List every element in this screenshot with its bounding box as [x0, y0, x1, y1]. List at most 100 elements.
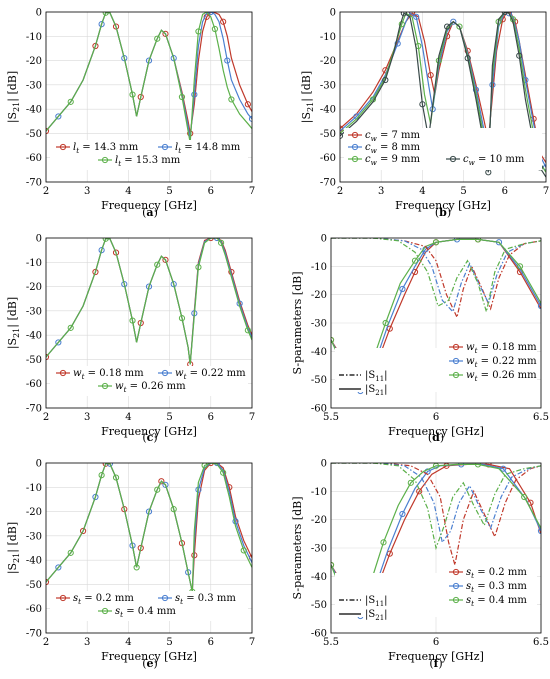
legend-label: st = 0.2 mm	[73, 593, 134, 606]
legend-label: wt = 0.22 mm	[466, 356, 537, 369]
panel-a: 2 3 4 5 6 7 0 -10 -20 -30 -40 -50 -60 -70 Frequency [G…	[6, 8, 255, 220]
series-point-2	[98, 247, 105, 254]
series-point-3	[154, 486, 161, 493]
axes-frame	[339, 11, 547, 183]
series-point-4	[516, 52, 523, 59]
x-tick-label: 5.5	[323, 637, 339, 648]
series-point-2	[162, 481, 169, 488]
series-point-2	[170, 281, 177, 288]
x-tick-label: 7	[249, 637, 255, 648]
legend-style-label: |S11|	[365, 595, 388, 608]
series-point-2	[224, 57, 231, 64]
legend-marker	[161, 594, 169, 602]
series-point-3	[201, 463, 208, 469]
series-point-4	[464, 55, 471, 62]
y-axis-label: S-parameters [dB]	[291, 271, 304, 374]
series-line-1	[46, 463, 252, 592]
series-point-1	[207, 238, 214, 242]
x-tick-label: 5	[166, 412, 172, 423]
y-tick-label: -70	[26, 404, 42, 415]
y-tick-label: -10	[311, 262, 327, 273]
y-tick-label: 0	[36, 234, 42, 245]
legend-label: cw = 7 mm	[365, 130, 421, 143]
y-tick-label: 0	[321, 459, 327, 470]
series-point-2	[413, 13, 420, 20]
panel-caption: (d)	[428, 431, 444, 444]
x-tick-label: 5	[166, 637, 172, 648]
y-tick-label: -20	[320, 56, 336, 67]
x-tick-label: 6.5	[533, 412, 549, 423]
y-axis-label: |S21| [dB]	[6, 71, 21, 123]
legend-style-label: |S21|	[365, 384, 388, 397]
axes-frame	[45, 11, 253, 183]
y-tick-label: 0	[330, 8, 336, 19]
legend-marker	[452, 582, 460, 590]
series-line-6	[331, 463, 541, 551]
series-point-3	[456, 23, 463, 30]
x-tick-label: 7	[249, 412, 255, 423]
panel-d: 5.5 6 6.5 0 -10 -20 -30 -40 -50 -60 Frequency [GHz…	[291, 234, 549, 445]
series-point-3	[170, 506, 177, 513]
x-tick-label: 4	[125, 186, 131, 197]
series-point-2	[92, 493, 99, 501]
y-tick-label: -30	[320, 80, 336, 91]
panel-c: 2 3 4 5 6 7 0 -10 -20 -30 -40 -50 -60 -70 Frequency [G…	[6, 234, 255, 445]
series-point-1	[92, 42, 99, 50]
series-line-3	[46, 463, 252, 592]
series-line-3	[46, 238, 252, 365]
y-axis-label: S-parameters [dB]	[291, 496, 304, 599]
series-point-3	[67, 549, 74, 556]
legend-label: lt = 14.3 mm	[73, 142, 139, 155]
legend-label: cw = 9 mm	[365, 154, 421, 167]
legend-label: wt = 0.18 mm	[73, 368, 144, 381]
series-line-6	[331, 238, 541, 312]
series-line-4	[340, 12, 546, 178]
legend-label: cw = 10 mm	[463, 154, 525, 167]
series-point-4	[419, 101, 426, 108]
x-tick-label: 6	[208, 412, 214, 423]
x-tick-label: 2	[43, 637, 49, 648]
series-point-1	[162, 30, 169, 37]
series-point-1	[158, 478, 165, 485]
series-point-3	[380, 539, 387, 546]
legend-marker	[59, 369, 67, 377]
series-point-3	[102, 238, 109, 242]
panel-caption: (a)	[142, 206, 158, 219]
legend-marker	[351, 143, 359, 151]
series-point-1	[207, 463, 214, 467]
series-point-3	[211, 25, 219, 33]
series-point-2	[55, 339, 62, 346]
series-point-3	[240, 547, 247, 554]
y-tick-label: -60	[26, 604, 42, 615]
series-point-2	[500, 465, 507, 472]
y-tick-label: -10	[311, 487, 327, 498]
legend-style-label: |S21|	[365, 609, 388, 622]
legend-label: st = 0.4 mm	[115, 606, 176, 619]
y-tick-label: -20	[26, 507, 42, 518]
series-point-4	[400, 12, 407, 17]
x-tick-label: 3	[84, 637, 90, 648]
x-tick-label: 6	[433, 637, 439, 648]
legend-label: st = 0.3 mm	[175, 593, 236, 606]
series-point-3	[67, 324, 74, 331]
y-tick-label: -30	[311, 319, 327, 330]
x-tick-label: 6	[208, 186, 214, 197]
series-point-1	[162, 256, 169, 263]
y-tick-label: -30	[311, 544, 327, 555]
x-tick-label: 6	[433, 412, 439, 423]
panel-caption: (c)	[142, 431, 157, 444]
legend-label: wt = 0.26 mm	[115, 381, 186, 394]
axes-frame	[330, 462, 542, 634]
series-point-2	[98, 21, 105, 28]
panel-caption: (e)	[142, 657, 158, 670]
y-tick-label: -60	[311, 404, 327, 415]
y-tick-label: -40	[311, 347, 327, 358]
series-point-3	[178, 93, 186, 101]
y-tick-label: -70	[26, 629, 42, 640]
series-point-3	[331, 336, 335, 344]
